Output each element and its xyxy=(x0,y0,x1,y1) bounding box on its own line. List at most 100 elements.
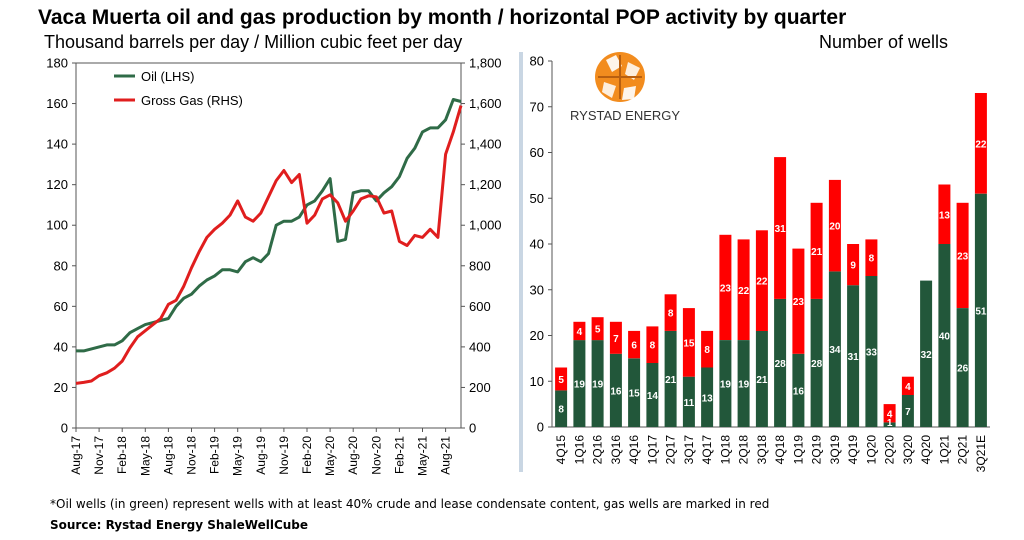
gas-wells-bar xyxy=(956,202,969,308)
bar-y-tick-label: 50 xyxy=(530,191,544,206)
chart-title: Vaca Muerta oil and gas production by mo… xyxy=(38,6,847,29)
gas-wells-label: 23 xyxy=(957,251,969,262)
oil-wells-bar xyxy=(755,330,768,427)
bar-x-tick-label: 4Q18 xyxy=(773,435,787,465)
line-x-tick-label: May-20 xyxy=(323,436,337,476)
gas-wells-bar xyxy=(865,239,878,276)
oil-wells-label: 31 xyxy=(848,352,860,363)
oil-wells-label: 11 xyxy=(684,398,695,409)
oil-wells-label: 7 xyxy=(905,407,911,418)
gas-wells-label: 23 xyxy=(720,284,732,295)
oil-wells-label: 19 xyxy=(720,380,732,391)
right-chart-units: Number of wells xyxy=(819,32,949,52)
bar-y-tick-label: 10 xyxy=(530,374,544,389)
gas-wells-bar xyxy=(609,321,622,354)
line-x-tick-label: Feb-18 xyxy=(115,436,129,474)
line-chart-left-axis: 0 20 40 60 80 100 120 140 160 180 xyxy=(46,56,76,436)
left-y-tick-label: 160 xyxy=(46,96,68,111)
line-x-tick-label: May-21 xyxy=(416,436,430,476)
source-note: Source: Rystad Energy ShaleWellCube xyxy=(50,518,309,532)
left-y-tick-label: 80 xyxy=(54,258,68,273)
gas-wells-bar xyxy=(719,234,732,340)
left-chart-units: Thousand barrels per day / Million cubic… xyxy=(44,32,463,52)
bar-x-tick-label: 3Q16 xyxy=(609,435,623,465)
oil-wells-bar xyxy=(555,390,568,427)
bar-y-tick-label: 30 xyxy=(530,282,544,297)
rystad-logo: RYSTAD ENERGY xyxy=(570,52,680,123)
gas-wells-bar xyxy=(555,367,568,391)
gas-wells-label: 8 xyxy=(668,309,674,320)
line-x-tick-label: Nov-20 xyxy=(369,436,383,475)
oil-wells-bar xyxy=(573,340,586,427)
bar-chart-x-axis: 4Q15 1Q16 2Q16 3Q16 4Q16 1Q17 2Q17 3Q17 4Q17 1Q18… xyxy=(554,435,988,473)
gas-wells-bar xyxy=(737,239,750,340)
line-chart-legend: Oil (LHS) Gross Gas (RHS) xyxy=(114,69,243,108)
line-chart-frame xyxy=(75,62,462,429)
gas-wells-label: 8 xyxy=(869,254,875,265)
gas-wells-bar xyxy=(792,248,805,354)
oil-wells-label: 51 xyxy=(975,306,987,317)
oil-wells-bar xyxy=(847,285,860,427)
bar-x-tick-label: 3Q21E xyxy=(974,435,988,472)
oil-wells-label: 19 xyxy=(592,380,604,391)
line-x-tick-label: Aug-18 xyxy=(161,436,175,475)
bar-x-tick-label: 2Q18 xyxy=(737,435,751,465)
oil-wells-label: 1 xyxy=(887,418,893,429)
gas-wells-bar xyxy=(883,404,896,423)
oil-wells-label: 16 xyxy=(610,386,622,397)
oil-wells-label: 19 xyxy=(574,380,586,391)
oil-wells-bar xyxy=(591,340,604,427)
oil-wells-label: 34 xyxy=(829,345,841,356)
oil-wells-bar xyxy=(737,340,750,427)
right-y-tick-label: 1,200 xyxy=(469,177,502,192)
line-x-tick-label: Aug-17 xyxy=(69,436,83,475)
oil-wells-bar xyxy=(719,340,732,427)
line-x-tick-label: Nov-17 xyxy=(92,436,106,475)
right-y-tick-label: 1,400 xyxy=(469,137,502,152)
oil-wells-label: 32 xyxy=(921,350,933,361)
gas-wells-label: 4 xyxy=(887,409,893,420)
gas-wells-label: 15 xyxy=(683,338,695,349)
gas-wells-label: 23 xyxy=(793,297,805,308)
bar-x-tick-label: 4Q20 xyxy=(919,435,933,465)
oil-wells-label: 28 xyxy=(775,359,787,370)
bar-x-tick-label: 1Q17 xyxy=(645,435,659,465)
gas-wells-bar xyxy=(901,376,914,395)
oil-wells-bar xyxy=(920,280,933,427)
gas-wells-bar xyxy=(938,184,951,244)
oil-wells-bar xyxy=(664,330,677,427)
oil-wells-bar xyxy=(956,308,969,427)
oil-wells-bar xyxy=(974,193,987,427)
oil-wells-label: 26 xyxy=(957,364,969,375)
line-x-tick-label: Feb-21 xyxy=(392,436,406,474)
gas-wells-label: 31 xyxy=(775,224,787,235)
gas-wells-label: 4 xyxy=(905,382,911,393)
oil-wells-bar xyxy=(810,298,823,427)
line-chart-x-axis: Aug-17 Nov-17 Feb-18 May-18 Aug-18 Nov-18 Feb-… xyxy=(69,428,453,476)
bar-x-tick-label: 3Q18 xyxy=(755,435,769,465)
gas-wells-label: 22 xyxy=(738,286,750,297)
oil-wells-bar xyxy=(901,395,914,427)
right-y-tick-label: 1,000 xyxy=(469,218,502,233)
left-y-tick-label: 120 xyxy=(46,177,68,192)
logo-text: RYSTAD ENERGY xyxy=(570,108,680,123)
legend-gas-label: Gross Gas (RHS) xyxy=(141,93,243,108)
oil-wells-bar xyxy=(682,376,695,427)
oil-wells-bar xyxy=(646,362,659,427)
oil-wells-label: 33 xyxy=(866,348,878,359)
gas-wells-label: 22 xyxy=(756,277,768,288)
oil-wells-bar xyxy=(938,244,951,427)
bar-chart-bars: 5841951971661581482115118132319221922213… xyxy=(555,93,987,429)
bar-x-tick-label: 1Q16 xyxy=(572,435,586,465)
line-x-tick-label: Nov-19 xyxy=(277,436,291,475)
footnote: *Oil wells (in green) represent wells wi… xyxy=(50,497,770,511)
left-y-tick-label: 0 xyxy=(61,421,68,436)
bar-x-tick-label: 4Q19 xyxy=(846,435,860,465)
line-chart-right-axis: 0 200 400 600 800 1,000 1,200 1,400 1,600 1,800 xyxy=(461,56,502,436)
oil-wells-label: 13 xyxy=(702,393,714,404)
left-y-tick-label: 60 xyxy=(54,299,68,314)
bar-x-tick-label: 1Q19 xyxy=(791,435,805,465)
line-x-tick-label: May-19 xyxy=(231,436,245,476)
gas-production-line xyxy=(75,105,463,385)
bar-y-tick-label: 40 xyxy=(530,237,544,252)
